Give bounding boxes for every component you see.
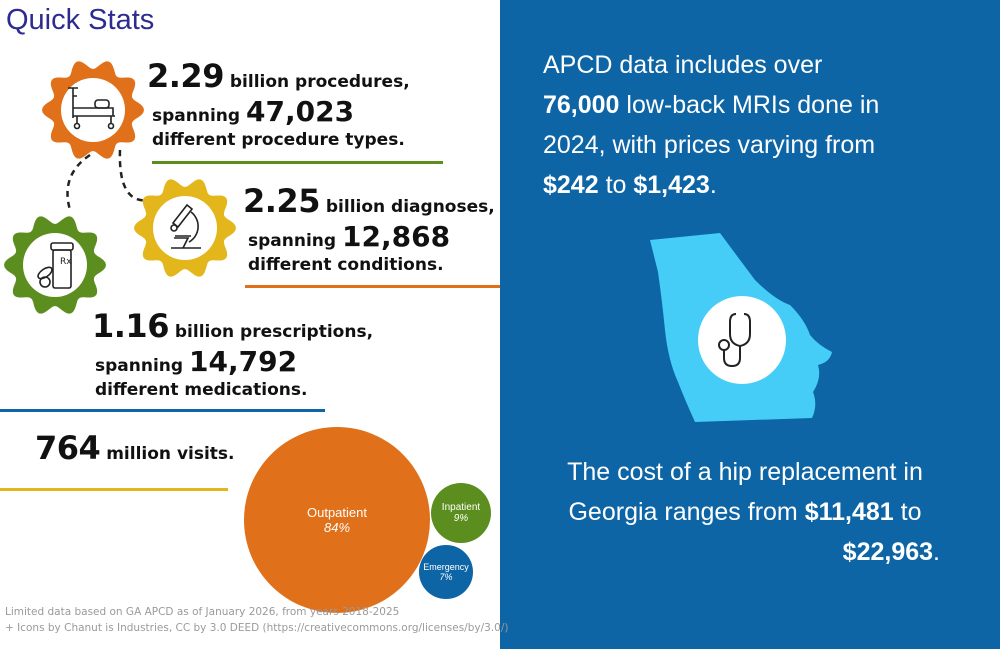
hip-line: . xyxy=(933,538,940,566)
hip-line: to xyxy=(893,498,922,526)
footnote-line: + Icons by Chanut is Industries, CC by 3… xyxy=(5,622,267,634)
gears-graphic: Rx xyxy=(4,61,236,314)
hip-line: The cost of a hip replacement in xyxy=(567,458,923,486)
stat-unit: million visits. xyxy=(106,444,235,464)
bubble-label: Emergency xyxy=(423,561,469,572)
stat-visits: 764 million visits. xyxy=(35,432,235,464)
hip-text: The cost of a hip replacement in Georgia… xyxy=(500,452,990,572)
georgia-map xyxy=(650,233,832,422)
mri-max-price: $1,423 xyxy=(633,171,710,199)
stat-prescriptions: 1.16 billion prescriptions, spanning 14,… xyxy=(92,310,373,399)
svg-text:Rx: Rx xyxy=(60,257,72,267)
prescription-bottle-icon: Rx xyxy=(37,242,74,289)
bubble-label: Inpatient xyxy=(441,501,481,513)
mri-line: low-back MRIs done in xyxy=(619,91,880,119)
mri-min-price: $242 xyxy=(543,171,599,199)
stat-count: 14,792 xyxy=(189,345,298,378)
mri-line: APCD data includes over xyxy=(543,51,823,79)
divider xyxy=(245,285,500,288)
mri-text: APCD data includes over 76,000 low-back … xyxy=(543,45,879,205)
bubble-emergency: Emergency 7% xyxy=(419,545,473,599)
stat-number: 1.16 xyxy=(92,307,169,345)
stat-desc: different procedure types. xyxy=(152,130,405,150)
stat-procedures: 2.29 billion procedures, spanning 47,023… xyxy=(147,60,410,149)
right-panel: APCD data includes over 76,000 low-back … xyxy=(500,0,1000,649)
hospital-bed-icon xyxy=(68,87,115,130)
stethoscope-icon xyxy=(718,313,751,368)
mri-line: to xyxy=(598,171,634,199)
dashed-connector xyxy=(118,149,151,202)
stat-count: 12,868 xyxy=(342,220,451,253)
divider xyxy=(152,161,443,164)
stat-unit: billion prescriptions, xyxy=(174,322,374,342)
hip-min-price: $11,481 xyxy=(804,498,894,526)
bubble-percent: 7% xyxy=(439,571,453,582)
bubble-percent: 84% xyxy=(323,520,351,535)
microscope-icon xyxy=(170,203,201,249)
bubble-inpatient: Inpatient 9% xyxy=(430,482,492,544)
stat-unit: billion diagnoses, xyxy=(325,197,495,217)
page-title: Quick Stats xyxy=(6,4,155,36)
bubble-outpatient: Outpatient 84% xyxy=(244,427,430,613)
spanning-label: spanning xyxy=(95,356,184,376)
footnote: Limited data based on GA APCD as of Janu… xyxy=(5,604,508,636)
stat-count: 47,023 xyxy=(246,95,355,128)
footnote-line: ) xyxy=(504,622,509,634)
divider xyxy=(0,488,228,491)
divider xyxy=(0,409,325,412)
spanning-label: spanning xyxy=(152,106,241,126)
license-link[interactable]: https://creativecommons.org/licenses/by/… xyxy=(266,622,505,634)
dashed-connector xyxy=(66,153,91,211)
stat-desc: different conditions. xyxy=(248,255,444,275)
footnote-line: Limited data based on GA APCD as of Janu… xyxy=(5,606,400,618)
bubble-percent: 9% xyxy=(453,512,469,524)
stat-diagnoses: 2.25 billion diagnoses, spanning 12,868 … xyxy=(243,185,495,274)
mri-count: 76,000 xyxy=(543,91,620,119)
mri-line: . xyxy=(709,171,717,199)
stat-number: 2.25 xyxy=(243,182,320,220)
mri-line: 2024, with prices varying from xyxy=(543,131,876,159)
hip-line: Georgia ranges from xyxy=(568,498,805,526)
bubble-label: Outpatient xyxy=(307,505,367,520)
hip-max-price: $22,963 xyxy=(842,538,934,566)
stat-number: 2.29 xyxy=(147,57,224,95)
icon-circle xyxy=(698,296,786,384)
spanning-label: spanning xyxy=(248,231,337,251)
gear-center xyxy=(153,196,217,260)
stat-desc: different medications. xyxy=(95,380,308,400)
stat-number: 764 xyxy=(35,429,101,467)
stat-unit: billion procedures, xyxy=(229,72,410,92)
